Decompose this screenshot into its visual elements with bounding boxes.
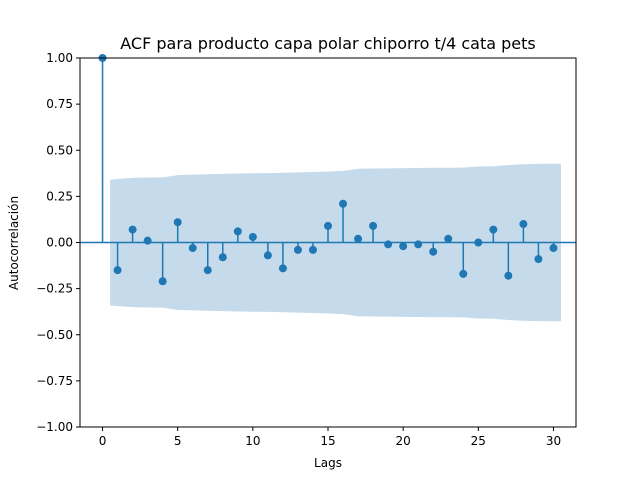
y-tick-label: 0.75 [46,97,73,111]
acf-point [188,244,197,253]
acf-point [429,247,438,256]
acf-point [218,253,227,262]
y-tick-label: 0.50 [46,143,73,157]
acf-point [354,234,363,243]
acf-point [549,244,558,253]
acf-point [263,251,272,260]
acf-point [459,269,468,278]
acf-point [534,255,543,264]
acf-point [278,264,287,273]
y-tick-label: 0.25 [46,189,73,203]
acf-point [384,240,393,249]
acf-point [308,245,317,254]
acf-point [489,225,498,234]
x-tick-label: 15 [320,434,335,448]
x-tick-label: 10 [245,434,260,448]
x-tick-label: 25 [471,434,486,448]
acf-point [113,266,122,275]
acf-point [504,271,513,280]
acf-point [143,236,152,245]
acf-point [248,232,257,241]
y-tick-label: −0.75 [36,374,73,388]
x-tick-label: 5 [174,434,182,448]
x-tick-label: 0 [99,434,107,448]
acf-point [203,266,212,275]
acf-point [414,240,423,249]
acf-point [324,221,332,230]
x-tick-label: 20 [396,434,411,448]
y-axis-label: Autocorrelación [7,196,21,290]
y-tick-label: −0.25 [36,282,73,296]
y-tick-label: 0.00 [46,236,73,250]
acf-point [474,238,483,247]
acf-point [369,221,378,230]
acf-point [399,242,408,251]
x-tick-label: 30 [546,434,561,448]
x-axis-label: Lags [314,456,342,470]
acf-point [339,199,348,208]
chart-title: ACF para producto capa polar chiporro t/… [120,34,536,53]
acf-point [519,220,528,229]
acf-point [444,234,453,243]
acf-point [128,225,137,234]
y-tick-label: −1.00 [36,420,73,434]
y-tick-label: 1.00 [46,51,73,65]
y-tick-label: −0.50 [36,328,73,342]
acf-point [158,277,167,286]
acf-point [173,218,182,227]
acf-point [293,245,302,254]
acf-point [233,227,242,236]
